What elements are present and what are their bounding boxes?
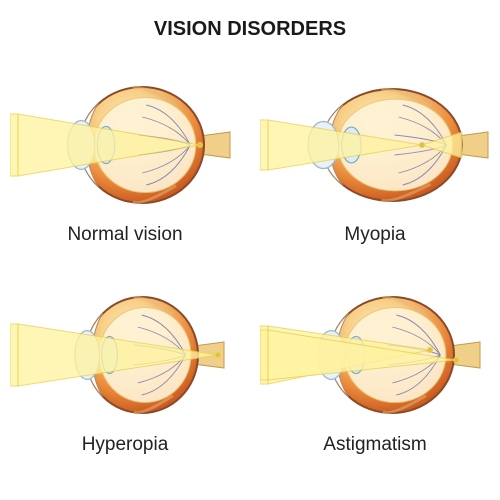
eye-diagram-astigmatism <box>260 280 490 430</box>
caption-myopia: Myopia <box>344 224 405 246</box>
caption-hyperopia: Hyperopia <box>82 434 169 456</box>
eye-diagram-hyperopia <box>10 280 240 430</box>
disorder-grid: Normal vision Myopia Hyperopia Astigmati… <box>0 60 500 480</box>
cell-normal: Normal vision <box>0 60 250 270</box>
eye-diagram-myopia <box>260 70 490 220</box>
cell-hyperopia: Hyperopia <box>0 270 250 480</box>
caption-astigmatism: Astigmatism <box>323 434 426 456</box>
cell-myopia: Myopia <box>250 60 500 270</box>
cell-astigmatism: Astigmatism <box>250 270 500 480</box>
eye-diagram-normal <box>10 70 240 220</box>
page-title: VISION DISORDERS <box>0 18 500 41</box>
caption-normal: Normal vision <box>67 224 182 246</box>
